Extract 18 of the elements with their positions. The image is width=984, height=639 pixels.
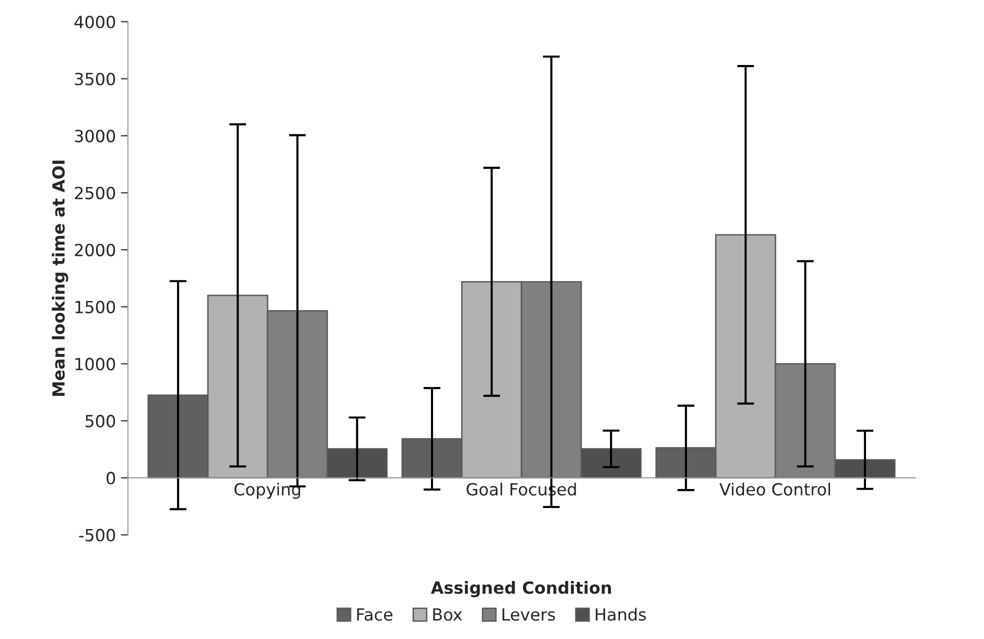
x-tick-label: Video Control	[719, 482, 830, 496]
x-axis-title: Assigned Condition	[430, 581, 611, 598]
legend-label: Levers	[502, 608, 556, 621]
legend-label: Face	[357, 608, 392, 621]
y-tick-label: 4000	[74, 16, 116, 28]
y-tick-label: 3500	[74, 72, 116, 86]
y-tick-label: 2000	[74, 244, 116, 256]
y-tick-label: 2500	[74, 186, 116, 200]
legend-label: Hands	[596, 608, 646, 621]
y-tick-label: 1000	[76, 358, 116, 370]
y-axis-title: Mean looking time at AOI	[52, 160, 68, 396]
y-tick-label: 500	[86, 414, 116, 428]
x-tick-label: Copying	[234, 482, 300, 499]
y-tick-label: 1500	[76, 300, 116, 314]
legend-label: Box	[433, 608, 462, 621]
y-tick-label: 0	[106, 472, 116, 484]
y-tick-label: -500	[79, 528, 116, 542]
y-tick-label: 3000	[74, 130, 116, 142]
